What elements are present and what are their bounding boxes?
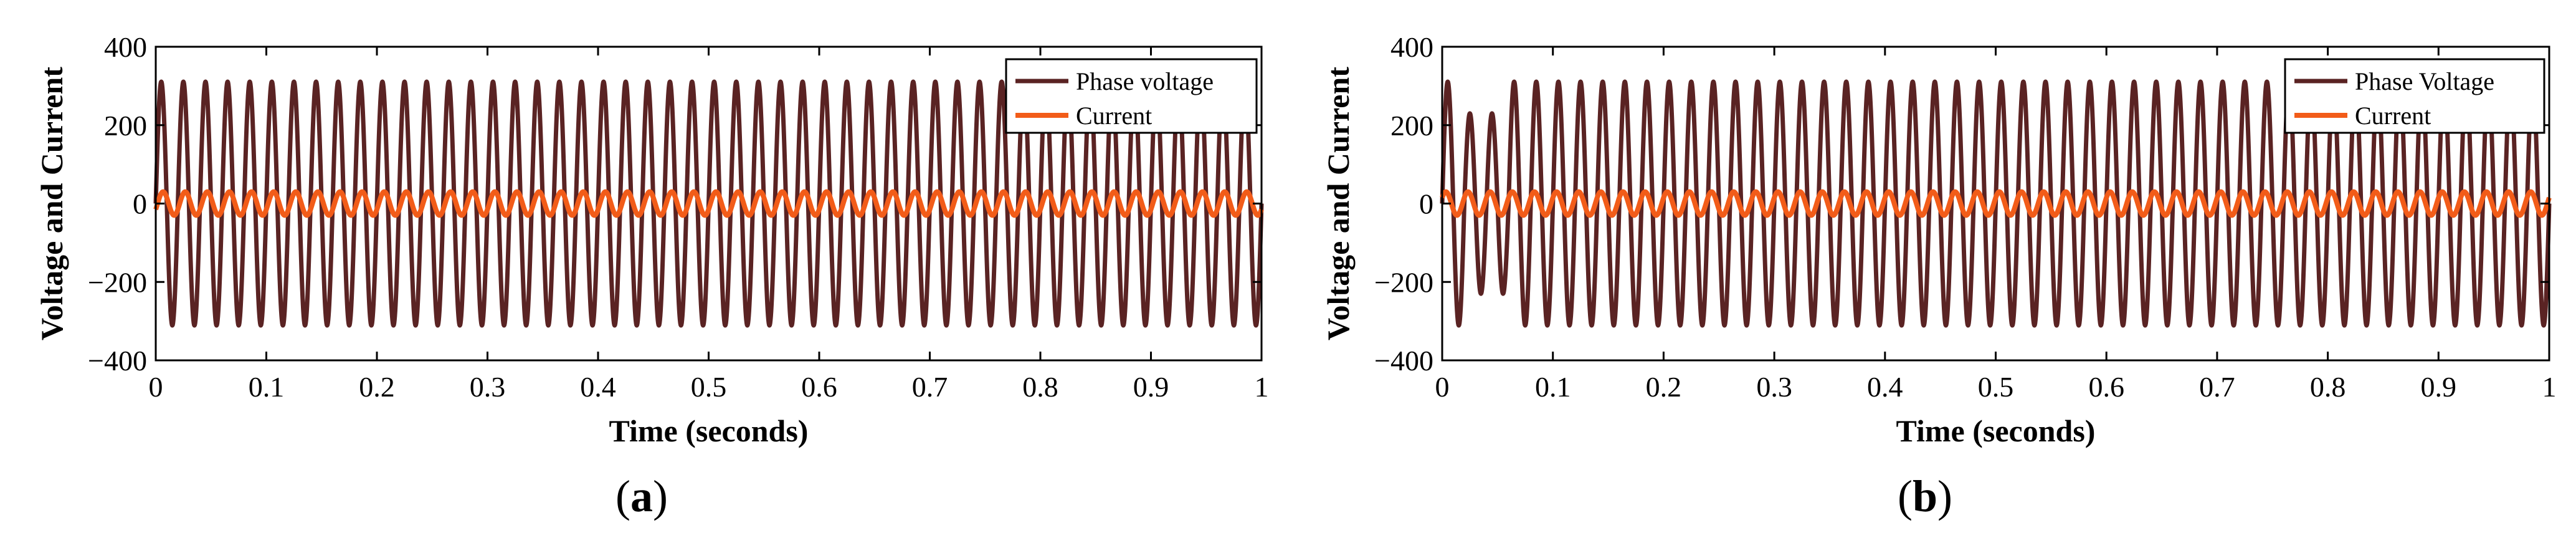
x-tick-label: 1	[2542, 371, 2557, 403]
x-tick-label: 0	[149, 371, 163, 403]
y-tick-label: −200	[88, 266, 147, 298]
caption-close-paren: )	[1937, 471, 1952, 521]
x-tick-label: 0.7	[912, 371, 948, 403]
y-axis-title: Voltage and Current	[1321, 67, 1356, 340]
caption-letter: a	[630, 471, 653, 521]
y-tick-label: 0	[133, 188, 147, 220]
x-tick-label: 0	[1435, 371, 1450, 403]
caption-open-paren: (	[1898, 471, 1913, 521]
legend-box	[1005, 58, 1258, 134]
x-tick-label: 0.2	[359, 371, 395, 403]
x-tick-label: 1	[1255, 371, 1269, 403]
figure-caption: (b)	[1898, 471, 1952, 521]
y-tick-label: −400	[1374, 345, 1433, 377]
x-tick-label: 0.3	[470, 371, 506, 403]
y-tick-label: −200	[1374, 266, 1433, 298]
x-tick-label: 0.7	[2199, 371, 2235, 403]
x-tick-label: 0.9	[1133, 371, 1169, 403]
x-axis-title: Time (seconds)	[609, 413, 809, 448]
chart-a: 0 0.1 0.2 0.3 0.4 0.5 0.6 0.7 0.8 0.9 1 400 200 0 −200…	[34, 31, 1269, 521]
x-tick-label: 0.8	[2310, 371, 2346, 403]
x-tick-label: 0.5	[691, 371, 727, 403]
x-tick-label: 0.8	[1022, 371, 1058, 403]
x-tick-label: 0.6	[2088, 371, 2124, 403]
x-tick-label: 0.4	[580, 371, 616, 403]
caption-letter: b	[1913, 471, 1937, 521]
y-tick-label: 200	[104, 110, 147, 142]
x-tick-label: 0.9	[2421, 371, 2457, 403]
y-tick-label: 400	[1390, 31, 1433, 63]
legend-label: Phase voltage	[1076, 67, 1214, 95]
y-axis-title: Voltage and Current	[34, 67, 69, 340]
legend-label: Current	[2355, 102, 2431, 130]
legend-box	[2284, 58, 2545, 134]
figure-caption: (a)	[615, 471, 668, 521]
y-tick-label: −400	[88, 345, 147, 377]
y-tick-label: 400	[104, 31, 147, 63]
y-tick-label: 0	[1419, 188, 1433, 220]
legend-label: Current	[1076, 102, 1152, 130]
x-tick-label: 0.5	[1978, 371, 2014, 403]
caption-close-paren: )	[653, 471, 668, 521]
series-line-current	[1440, 189, 2552, 218]
caption-open-paren: (	[615, 471, 630, 521]
y-tick-label: 200	[1390, 110, 1433, 142]
x-tick-label: 0.3	[1756, 371, 1792, 403]
chart-b: 0 0.1 0.2 0.3 0.4 0.5 0.6 0.7 0.8 0.9 1 400 200 0 −200…	[1321, 31, 2557, 521]
x-tick-label: 0.2	[1646, 371, 1682, 403]
series-line-current	[153, 189, 1264, 218]
x-tick-label: 0.6	[801, 371, 837, 403]
x-axis-title: Time (seconds)	[1896, 413, 2096, 448]
legend-label: Phase Voltage	[2355, 67, 2494, 95]
x-tick-label: 0.1	[1535, 371, 1571, 403]
x-tick-label: 0.4	[1867, 371, 1903, 403]
x-tick-label: 0.1	[249, 371, 285, 403]
